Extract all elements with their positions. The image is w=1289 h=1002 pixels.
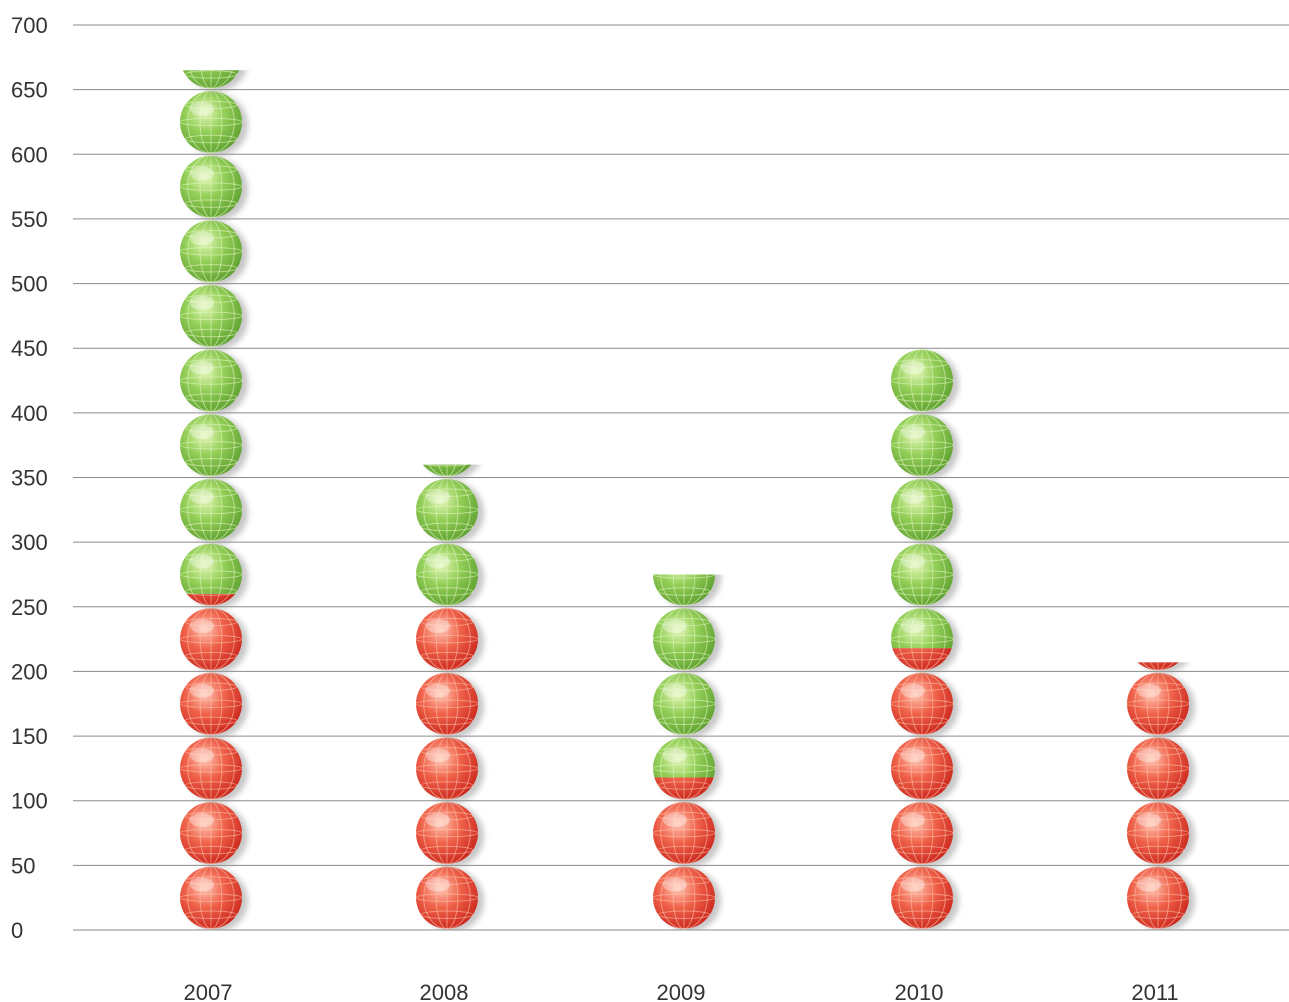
bar-segment-2008-series-1	[415, 607, 484, 930]
y-tick-label: 450	[11, 336, 48, 361]
bar-2008	[415, 464, 484, 930]
globe-icon	[179, 284, 248, 350]
globe-icon	[1137, 662, 1188, 674]
bar-segment-2007-series-2	[179, 70, 248, 594]
y-tick-label: 700	[11, 13, 48, 38]
globe-icon	[415, 478, 484, 544]
y-tick-label: 300	[11, 530, 48, 555]
globe-icon	[179, 413, 248, 480]
x-tick-label-2011: 2011	[1131, 980, 1178, 1002]
globe-icon	[415, 607, 484, 674]
globe-icon	[1126, 736, 1195, 803]
globe-icon	[1126, 866, 1195, 931]
globe-icon	[890, 672, 959, 738]
x-tick-label-2007: 2007	[184, 980, 233, 1002]
globe-icon	[890, 413, 959, 480]
globe-icon	[890, 542, 959, 609]
globe-icon	[415, 801, 484, 868]
globe-icon	[890, 478, 959, 544]
x-axis-tick-labels: 2007 2008 2009 2010 2011	[184, 980, 1179, 1002]
x-tick-label-2008: 2008	[420, 980, 469, 1002]
y-tick-label: 250	[11, 595, 48, 620]
y-tick-label: 0	[11, 918, 23, 943]
globe-icon	[890, 801, 959, 868]
bar-segment-2009-series-2	[652, 574, 721, 778]
y-tick-label: 400	[11, 401, 48, 426]
globe-icon	[179, 607, 248, 674]
bar-2010	[890, 349, 959, 931]
bar-segment-2007-series-1	[179, 593, 248, 930]
globe-icon	[179, 866, 248, 930]
y-tick-label: 550	[11, 207, 48, 232]
globe-icon	[179, 90, 248, 156]
y-axis-tick-labels: 0 50 100 150 200 250 300 350 400 450 500 550 600 650 7…	[11, 13, 48, 943]
globe-icon	[179, 478, 248, 544]
globe-icon	[654, 777, 721, 803]
bar-segment-2010-series-2	[890, 349, 959, 649]
y-tick-label: 650	[11, 78, 48, 103]
bars	[179, 70, 1195, 931]
y-tick-label: 150	[11, 724, 48, 749]
globe-icon	[652, 736, 721, 778]
globe-icon	[652, 866, 721, 931]
globe-icon	[652, 801, 721, 868]
y-tick-label: 100	[11, 789, 48, 814]
y-tick-label: 200	[11, 659, 48, 684]
bar-segment-2011-series-1	[1126, 662, 1195, 931]
globe-icon	[890, 607, 959, 649]
globe-icon	[179, 672, 248, 738]
x-tick-label-2010: 2010	[895, 980, 944, 1002]
y-tick-label: 50	[11, 853, 35, 878]
globe-icon	[179, 801, 248, 868]
globe-icon	[890, 866, 959, 931]
globe-icon	[422, 464, 480, 480]
globe-icon	[890, 349, 959, 415]
x-tick-label-2009: 2009	[657, 980, 706, 1002]
globe-icon	[179, 542, 248, 594]
globe-icon	[179, 219, 248, 286]
globe-icon	[415, 736, 484, 803]
bar-segment-2009-series-1	[652, 777, 721, 931]
globe-icon	[182, 70, 247, 92]
globe-icon	[890, 736, 959, 803]
globe-icon	[652, 672, 721, 738]
globe-icon	[1126, 801, 1195, 868]
globe-icon	[415, 672, 484, 738]
bar-segment-2010-series-1	[890, 648, 959, 931]
bar-segment-2008-series-2	[415, 464, 484, 607]
globe-icon	[652, 607, 721, 674]
bar-2009	[652, 574, 721, 931]
globe-icon	[415, 866, 484, 930]
globe-icon	[179, 349, 248, 415]
globe-icon	[1126, 672, 1195, 738]
y-tick-label: 350	[11, 466, 48, 491]
globe-icon	[179, 736, 248, 803]
globe-icon	[652, 574, 721, 609]
globe-icon	[415, 542, 484, 607]
bar-2011	[1126, 662, 1195, 931]
globe-icon	[179, 155, 248, 221]
globe-icon	[892, 648, 959, 674]
y-tick-label: 600	[11, 142, 48, 167]
y-tick-label: 500	[11, 272, 48, 297]
bar-2007	[179, 70, 248, 930]
globe-icon	[186, 593, 244, 609]
